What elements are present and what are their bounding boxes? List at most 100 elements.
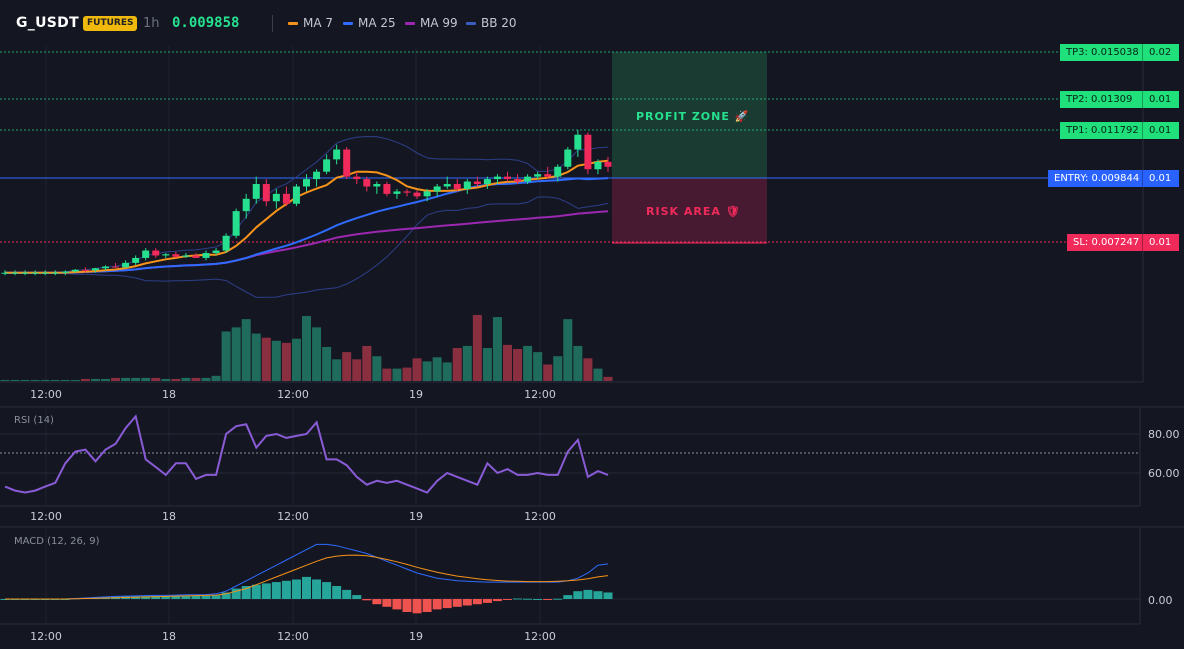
time-axis-label: 19 <box>409 388 423 401</box>
time-axis-label: 19 <box>409 510 423 523</box>
volume-bar <box>30 379 40 381</box>
volume-bar <box>161 378 171 381</box>
volume-bar <box>573 345 583 381</box>
tag-label: TP3: 0.015038 <box>1066 47 1139 58</box>
candle-body <box>212 250 220 254</box>
risk-zone <box>612 178 767 243</box>
time-axis-label: 18 <box>162 630 176 643</box>
macd-histogram-bar <box>503 599 512 600</box>
tag-axis-value: 0.02 <box>1142 44 1179 61</box>
macd-histogram-bar <box>161 595 171 599</box>
macd-histogram-bar <box>151 595 161 599</box>
macd-histogram-bar <box>221 592 231 599</box>
candle-body <box>574 134 582 150</box>
candle-body <box>192 255 200 258</box>
volume-bar <box>50 379 60 381</box>
volume-bar <box>70 379 80 381</box>
profit-zone-label: PROFIT ZONE 🚀 <box>636 110 750 123</box>
candle-body <box>514 179 522 182</box>
macd-histogram-bar <box>432 599 442 610</box>
candle-body <box>554 166 562 177</box>
candle-body <box>433 186 441 192</box>
macd-histogram-bar <box>231 588 241 599</box>
candle-body <box>473 181 481 185</box>
macd-histogram-bar <box>472 599 482 605</box>
candle-body <box>423 191 431 197</box>
bollinger-lower-line <box>5 196 609 298</box>
time-axis-label: 12:00 <box>524 388 556 401</box>
rsi-y-label: 60.00 <box>1148 467 1180 480</box>
macd-histogram-bar <box>563 595 573 599</box>
macd-histogram-bar <box>452 599 462 607</box>
tag-axis-value: 0.01 <box>1142 91 1179 108</box>
legend-ma7[interactable]: MA 7 <box>288 16 333 30</box>
volume-bar <box>261 337 271 381</box>
candle-body <box>81 269 89 271</box>
legend-ma25[interactable]: MA 25 <box>343 16 396 30</box>
candle-body <box>534 174 542 177</box>
macd-histogram-bar <box>241 586 251 599</box>
legend-label: MA 25 <box>358 16 396 30</box>
time-axis-label: 12:00 <box>524 630 556 643</box>
bollinger-upper-line <box>5 135 609 274</box>
volume-bar <box>90 378 100 381</box>
candle-body <box>463 181 471 189</box>
volume-bar <box>151 377 161 381</box>
macd-signal-line <box>5 554 609 600</box>
legend-ma99[interactable]: MA 99 <box>405 16 458 30</box>
legend-label: BB 20 <box>481 16 517 30</box>
candle-body <box>31 272 39 274</box>
macd-histogram-bar <box>312 579 322 599</box>
volume-bar <box>251 333 261 381</box>
symbol-title[interactable]: G_USDT <box>16 15 79 31</box>
candle-body <box>493 176 501 180</box>
macd-histogram-bar <box>181 595 191 599</box>
volume-bar <box>442 362 452 381</box>
macd-histogram-bar <box>251 584 261 599</box>
candle-body <box>343 149 351 177</box>
legend-bb20[interactable]: BB 20 <box>466 16 517 30</box>
legend-swatch-icon <box>288 21 298 25</box>
candle-body <box>353 176 361 180</box>
futures-badge: FUTURES <box>83 16 138 31</box>
volume-bar <box>322 346 332 381</box>
macd-histogram-bar <box>442 599 452 609</box>
candle-body <box>222 235 230 251</box>
volume-bar <box>0 379 10 381</box>
volume-bar <box>503 344 512 381</box>
macd-pane-title: MACD (12, 26, 9) <box>14 536 100 547</box>
candle-body <box>21 272 29 274</box>
candle-body <box>1 272 9 274</box>
sl-price-tag: SL: 0.007247 0.01 <box>1067 234 1179 251</box>
timeframe-selector[interactable]: 1h <box>143 16 160 31</box>
rsi-line <box>4 414 609 494</box>
candle-body <box>252 184 260 199</box>
volume-bar <box>342 352 352 381</box>
volume-bar <box>412 358 422 381</box>
candle-body <box>594 161 602 170</box>
candle-body <box>313 171 321 180</box>
macd-histogram-bar <box>372 599 382 605</box>
macd-histogram-bar <box>392 599 402 610</box>
volume-bar <box>211 375 221 381</box>
volume-bar <box>191 377 201 381</box>
macd-histogram-bar <box>533 599 543 600</box>
candle-body <box>403 191 411 193</box>
time-axis-label: 12:00 <box>524 510 556 523</box>
candle-body <box>373 184 381 187</box>
macd-histogram-bar <box>302 576 311 599</box>
volume-bar <box>60 379 70 381</box>
macd-histogram-bar <box>573 591 583 599</box>
candle-body <box>71 269 79 272</box>
candle-body <box>443 184 451 187</box>
volume-bar <box>201 377 211 381</box>
candle-body <box>272 193 280 202</box>
tag-axis-value: 0.01 <box>1142 234 1179 251</box>
candle-body <box>383 184 391 194</box>
volume-bar <box>533 352 543 381</box>
time-axis-label: 18 <box>162 388 176 401</box>
volume-bar <box>362 345 372 381</box>
volume-bar <box>543 364 553 381</box>
candle-body <box>584 134 592 170</box>
